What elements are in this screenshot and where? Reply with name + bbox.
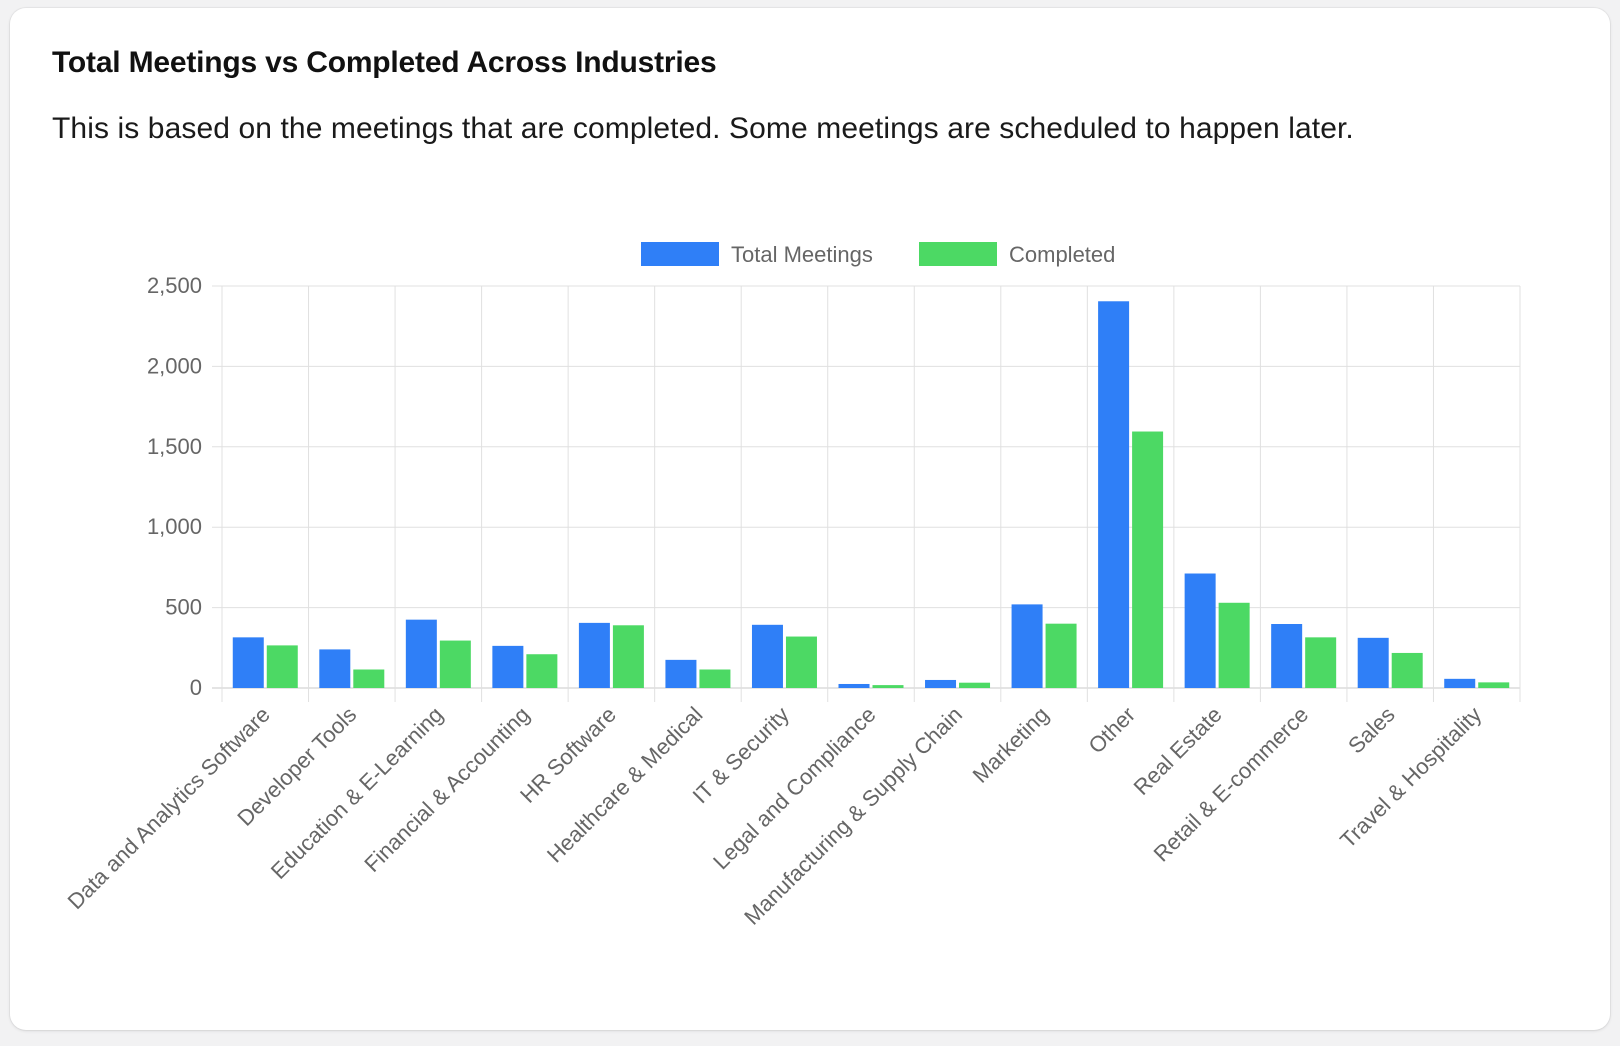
bar-total-meetings[interactable] <box>405 619 437 688</box>
x-tick-label: Other <box>1084 702 1141 759</box>
bar-total-meetings[interactable] <box>1444 678 1476 688</box>
chart-legend[interactable]: Total Meetings Completed <box>641 242 1115 267</box>
bar-completed[interactable] <box>959 682 991 688</box>
y-tick-label: 1,000 <box>147 514 202 539</box>
bar-completed[interactable] <box>1132 431 1164 688</box>
bar-completed[interactable] <box>872 685 904 688</box>
chart-subtitle: This is based on the meetings that are c… <box>52 112 1354 145</box>
bar-completed[interactable] <box>785 636 817 688</box>
x-tick-label: Healthcare & Medical <box>542 702 708 868</box>
x-tick-label: Retail & E-commerce <box>1149 702 1314 867</box>
chart-grid <box>212 285 1521 702</box>
bars <box>232 301 1510 688</box>
bar-total-meetings[interactable] <box>578 622 610 688</box>
bar-completed[interactable] <box>266 645 298 688</box>
bar-total-meetings[interactable] <box>1271 624 1303 688</box>
bar-completed[interactable] <box>1305 637 1337 688</box>
x-tick-label: Travel & Hospitality <box>1335 702 1486 853</box>
bar-completed[interactable] <box>526 654 558 688</box>
legend-swatch <box>919 242 997 266</box>
x-tick-label: Financial & Accounting <box>359 702 534 877</box>
y-tick-label: 1,500 <box>147 434 202 459</box>
chart-card: Total Meetings vs Completed Across Indus… <box>10 8 1610 1030</box>
x-tick-label: Sales <box>1343 702 1400 759</box>
bar-total-meetings[interactable] <box>1357 637 1389 688</box>
bar-chart: Total Meetings Completed 0 500 1,000 1,500 2,… <box>63 242 1521 930</box>
legend-item-completed[interactable]: Completed <box>919 242 1115 267</box>
bar-completed[interactable] <box>699 669 731 688</box>
bar-total-meetings[interactable] <box>838 683 870 688</box>
legend-swatch <box>641 242 719 266</box>
bar-total-meetings[interactable] <box>751 624 783 688</box>
legend-label: Total Meetings <box>731 242 873 267</box>
bar-completed[interactable] <box>1478 682 1510 688</box>
bar-total-meetings[interactable] <box>1184 573 1216 688</box>
y-tick-label: 2,000 <box>147 353 202 378</box>
bar-completed[interactable] <box>353 669 385 688</box>
x-tick-label: Education & E-Learning <box>266 702 448 884</box>
bar-total-meetings[interactable] <box>1098 301 1130 688</box>
bar-total-meetings[interactable] <box>665 659 697 688</box>
bar-total-meetings[interactable] <box>925 679 957 688</box>
bar-completed[interactable] <box>1218 602 1250 688</box>
y-tick-label: 0 <box>190 675 202 700</box>
chart-title: Total Meetings vs Completed Across Indus… <box>52 46 717 79</box>
y-axis: 0 500 1,000 1,500 2,000 2,500 <box>147 273 202 700</box>
bar-total-meetings[interactable] <box>1011 604 1043 688</box>
bar-completed[interactable] <box>1391 652 1423 688</box>
bar-completed[interactable] <box>1045 623 1077 688</box>
x-tick-label: Marketing <box>968 702 1054 788</box>
bar-total-meetings[interactable] <box>492 645 524 688</box>
bar-completed[interactable] <box>612 625 644 688</box>
legend-item-total-meetings[interactable]: Total Meetings <box>641 242 873 267</box>
bar-total-meetings[interactable] <box>319 649 351 688</box>
bar-completed[interactable] <box>439 640 471 688</box>
legend-label: Completed <box>1009 242 1115 267</box>
y-tick-label: 500 <box>165 595 202 620</box>
bar-total-meetings[interactable] <box>232 637 264 688</box>
y-tick-label: 2,500 <box>147 273 202 298</box>
x-tick-label: Legal and Compliance <box>708 702 880 874</box>
